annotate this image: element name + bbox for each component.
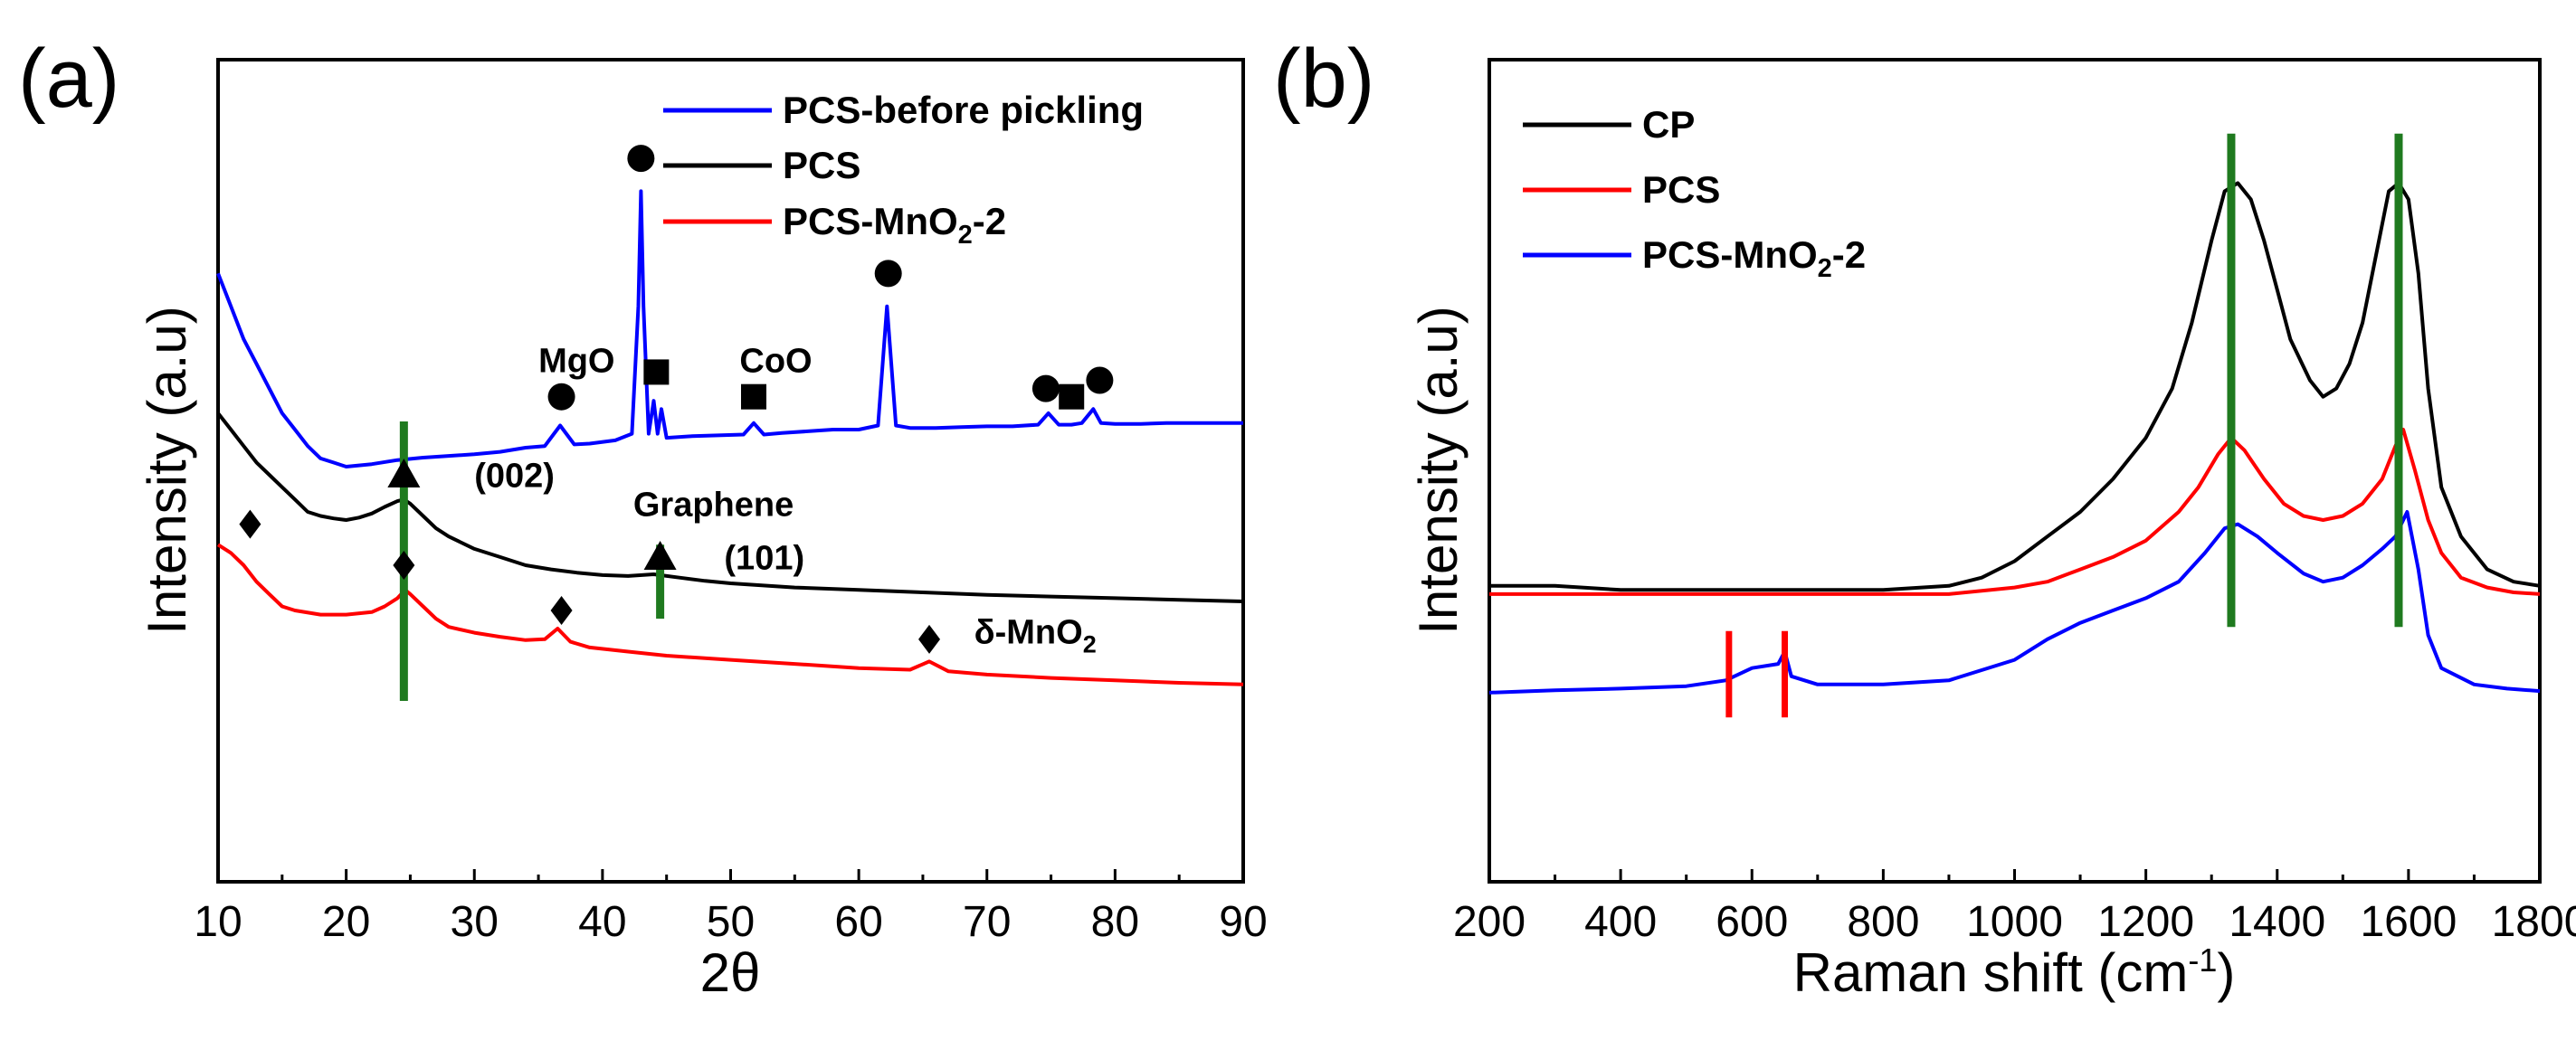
marker-circle-3 [1031, 374, 1060, 402]
x-tick-label-a-2: 30 [451, 898, 499, 946]
series-line-b-2 [1488, 510, 2541, 695]
annotation-graphene: Graphene [633, 486, 794, 524]
series-line-b-0 [1489, 181, 2541, 592]
series-line-a-2 [216, 543, 1244, 686]
x-tick-label-b-2: 600 [1716, 898, 1788, 946]
marker-circle-0 [547, 383, 575, 411]
marker-square-6 [740, 383, 766, 410]
annotation-101: (101) [724, 540, 804, 578]
legend-a-label-1: PCS [783, 144, 860, 186]
annotation-coo: CoO [739, 342, 812, 380]
marker-square-7 [1059, 383, 1085, 410]
legend-a-label-2-main: PCS-MnO [783, 200, 958, 242]
legend-b-label-2-suffix: -2 [1832, 233, 1866, 276]
x-ticks-a: 10 20 30 40 50 60 70 80 90 [194, 869, 1268, 946]
phase-markers-a [239, 145, 1114, 654]
panel-label-a: (a) [18, 33, 119, 125]
x-tick-label-b-0: 200 [1453, 898, 1526, 946]
x-tick-label-a-3: 40 [578, 898, 626, 946]
x-tick-label-a-8: 90 [1219, 898, 1267, 946]
x-tick-label-b-7: 1600 [2360, 898, 2457, 946]
legend-b-label-0: CP [1642, 103, 1695, 146]
x-tick-label-a-6: 70 [963, 898, 1011, 946]
annotation-delta-mno2-subscript: 2 [1083, 630, 1097, 657]
legend-a: PCS-before pickling PCS PCS-MnO2-2 [663, 89, 1144, 250]
annotation-mgo: MgO [538, 342, 614, 380]
marker-triangle-8 [387, 459, 421, 488]
x-tick-label-b-4: 1000 [1966, 898, 2063, 946]
marker-circle-2 [874, 260, 902, 288]
x-axis-title-b-superscript: -1 [2188, 941, 2217, 979]
legend-a-label-0: PCS-before pickling [783, 89, 1144, 131]
legend-a-label-2-subscript: 2 [958, 221, 973, 250]
x-tick-label-b-8: 1800 [2492, 898, 2576, 946]
legend-a-label-0-text: PCS-before pickling [783, 89, 1144, 131]
x-tick-label-a-0: 10 [194, 898, 242, 946]
series-line-a-1 [216, 411, 1244, 603]
marker-square-5 [643, 359, 670, 385]
legend-b-label-1: PCS [1642, 168, 1720, 211]
x-tick-label-a-1: 20 [322, 898, 370, 946]
marker-diamond-11 [393, 551, 415, 581]
legend-b-label-2-subscript: 2 [1818, 254, 1832, 283]
legend-a-label-1-text: PCS [783, 144, 860, 186]
legend-b-label-1-text: PCS [1642, 168, 1720, 211]
panel-b: (b) 200 400 600 800 1000 1200 1400 1600 1800 CP … [1273, 33, 2576, 1003]
series-group-b [1488, 181, 2541, 695]
x-tick-label-a-7: 80 [1091, 898, 1139, 946]
annotation-delta-mno2-main: δ-MnO [974, 613, 1083, 651]
y-axis-title-b: Intensity (a.u) [1408, 306, 1469, 635]
legend-b: CP PCS PCS-MnO2-2 [1523, 103, 1866, 283]
x-tick-label-b-6: 1400 [2229, 898, 2325, 946]
series-line-a-0 [216, 189, 1243, 468]
x-axis-title-b-suffix: ) [2217, 942, 2235, 1003]
x-axis-title-a: 2θ [700, 942, 761, 1003]
annotation-002: (002) [474, 458, 555, 496]
marker-circle-1 [627, 145, 655, 173]
legend-a-label-2-suffix: -2 [973, 200, 1006, 242]
reference-lines-b [1725, 133, 2403, 718]
marker-diamond-10 [239, 509, 261, 539]
x-tick-label-b-5: 1200 [2097, 898, 2194, 946]
series-group-a [216, 189, 1244, 686]
marker-diamond-12 [550, 596, 573, 626]
panel-label-b: (b) [1273, 33, 1374, 125]
x-tick-label-a-4: 50 [707, 898, 755, 946]
x-tick-label-a-5: 60 [834, 898, 882, 946]
x-axis-title-b: Raman shift (cm-1) [1793, 941, 2236, 1003]
x-tick-label-b-1: 400 [1584, 898, 1657, 946]
marker-circle-4 [1086, 366, 1114, 394]
legend-b-label-2: PCS-MnO2-2 [1642, 233, 1866, 283]
y-axis-title-a: Intensity (a.u) [137, 306, 197, 635]
panel-a: (a) 10 20 30 40 50 60 70 80 90 MgO CoO (002) Gra… [18, 33, 1268, 1003]
marker-triangle-9 [643, 540, 677, 570]
annotation-delta-mno2: δ-MnO2 [974, 613, 1097, 657]
x-axis-title-b-main: Raman shift (cm [1793, 942, 2189, 1003]
marker-diamond-13 [918, 624, 941, 654]
legend-a-label-2: PCS-MnO2-2 [783, 200, 1006, 250]
legend-b-label-0-text: CP [1642, 103, 1695, 146]
x-tick-label-b-3: 800 [1847, 898, 1919, 946]
series-line-b-1 [1489, 428, 2541, 596]
x-ticks-b: 200 400 600 800 1000 1200 1400 1600 1800 [1453, 869, 2576, 946]
legend-b-label-2-main: PCS-MnO [1642, 233, 1818, 276]
annotations-a: MgO CoO (002) Graphene (101) δ-MnO2 [474, 342, 1096, 657]
